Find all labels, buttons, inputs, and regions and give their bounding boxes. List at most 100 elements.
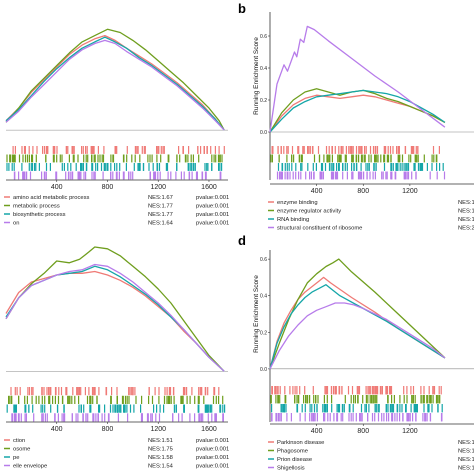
- hit-tick: [44, 413, 46, 422]
- hit-tick: [178, 146, 180, 154]
- hit-tick: [317, 395, 319, 404]
- hit-tick: [375, 154, 377, 163]
- hit-tick: [358, 154, 360, 163]
- hit-tick: [159, 404, 161, 413]
- hit-tick: [34, 163, 36, 171]
- hit-tick: [109, 404, 112, 413]
- hit-tick: [198, 404, 200, 413]
- hit-tick: [431, 163, 433, 171]
- legend-nes: NES:1: [458, 200, 474, 206]
- hit-tick: [167, 154, 169, 163]
- hit-tick: [394, 413, 396, 422]
- hit-tick: [122, 395, 124, 404]
- y-tick-label: 0.4: [260, 66, 267, 72]
- hit-tick: [340, 413, 342, 422]
- hit-tick: [41, 171, 43, 180]
- hit-tick: [313, 171, 315, 180]
- hit-tick: [222, 395, 224, 404]
- hit-tick: [197, 146, 199, 154]
- hit-tick: [441, 404, 443, 413]
- hit-tick: [49, 395, 51, 404]
- hit-tick: [211, 404, 213, 413]
- hit-tick: [281, 163, 283, 171]
- hit-tick: [83, 171, 85, 180]
- hit-tick: [435, 395, 438, 404]
- hit-tick: [427, 395, 429, 404]
- hit-tick: [170, 395, 172, 404]
- hit-tick: [204, 163, 206, 171]
- hit-tick: [383, 413, 385, 422]
- hit-tick: [410, 146, 412, 154]
- hit-tick: [368, 386, 370, 395]
- series-line-4: [269, 25, 446, 133]
- hit-tick: [368, 154, 370, 163]
- hit-tick: [104, 413, 106, 422]
- hit-tick: [439, 163, 441, 171]
- hit-tick: [92, 395, 94, 404]
- hit-tick: [107, 163, 109, 171]
- hit-tick: [326, 404, 328, 413]
- hit-tick: [336, 171, 339, 180]
- legend-label: osome: [13, 447, 30, 453]
- hit-tick: [408, 413, 410, 422]
- hit-tick: [35, 395, 37, 404]
- hit-tick: [57, 395, 60, 404]
- hit-tick: [353, 163, 355, 171]
- hit-tick: [403, 171, 405, 180]
- hit-tick: [181, 395, 183, 404]
- hit-tick: [420, 386, 422, 395]
- hit-tick: [349, 146, 351, 154]
- hit-tick: [46, 413, 48, 422]
- hit-tick: [15, 404, 17, 413]
- hit-tick: [355, 413, 357, 422]
- hit-tick: [286, 413, 288, 422]
- hit-tick: [117, 413, 119, 422]
- hit-tick: [361, 171, 363, 180]
- hit-tick: [412, 146, 414, 154]
- y-tick-label: 0.0: [260, 130, 267, 136]
- hit-tick: [376, 146, 379, 154]
- hit-tick: [429, 413, 432, 422]
- hit-tick: [277, 395, 279, 404]
- hit-tick: [83, 404, 85, 413]
- hit-tick: [415, 171, 417, 180]
- hit-tick: [150, 413, 152, 422]
- hit-tick: [304, 386, 306, 395]
- hit-tick: [332, 171, 334, 180]
- hit-tick: [367, 413, 369, 422]
- hit-tick: [86, 163, 88, 171]
- hit-tick: [386, 386, 388, 395]
- hit-tick: [132, 387, 134, 396]
- hit-tick: [352, 404, 354, 413]
- hit-tick: [112, 404, 114, 413]
- hit-tick: [367, 163, 369, 171]
- hit-tick: [42, 404, 44, 413]
- hit-tick: [147, 154, 149, 163]
- hit-tick: [114, 404, 116, 413]
- hit-tick: [412, 413, 414, 422]
- hit-tick: [406, 395, 408, 404]
- hit-tick: [104, 404, 106, 413]
- y-tick-label: 0.6: [260, 34, 267, 40]
- legend-label: pe: [13, 455, 19, 461]
- hit-tick: [298, 146, 300, 154]
- hit-tick: [198, 395, 200, 404]
- hit-tick: [107, 413, 110, 422]
- hit-tick: [334, 171, 337, 180]
- hit-tick: [38, 163, 40, 171]
- hit-tick: [377, 154, 379, 163]
- hit-tick: [379, 386, 381, 395]
- hit-tick: [62, 395, 64, 404]
- hit-tick: [311, 413, 313, 422]
- hit-tick: [55, 171, 57, 180]
- hit-tick: [397, 154, 399, 163]
- hit-tick: [163, 146, 165, 154]
- hit-tick: [405, 171, 407, 180]
- hit-tick: [337, 404, 339, 413]
- hit-tick: [399, 154, 401, 163]
- hit-tick: [116, 387, 118, 396]
- hit-tick: [97, 154, 99, 163]
- hit-tick: [311, 404, 313, 413]
- hit-tick: [395, 171, 397, 180]
